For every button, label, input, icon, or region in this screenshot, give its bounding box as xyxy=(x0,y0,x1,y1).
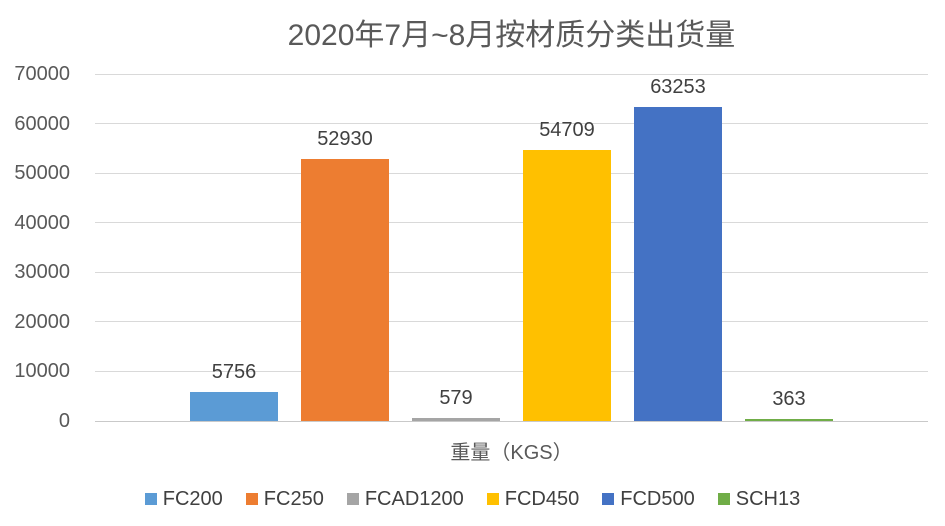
y-axis-tick-70000: 70000 xyxy=(14,63,70,85)
data-label-FCD450: 54709 xyxy=(539,119,595,141)
legend-item-FCAD1200: FCAD1200 xyxy=(346,487,464,511)
gridline-70000 xyxy=(95,73,928,75)
x-axis-title: 重量（KGS） xyxy=(450,442,573,464)
y-axis-tick-40000: 40000 xyxy=(14,211,70,234)
legend-item-FCD500: FCD500 xyxy=(602,487,695,511)
bar-FCAD1200 xyxy=(412,418,500,421)
legend-label-FCD500: FCD500 xyxy=(620,488,695,510)
legend-label-SCH13: SCH13 xyxy=(735,488,801,510)
bar-FCD500 xyxy=(634,107,722,421)
legend-label-FC200: FC200 xyxy=(162,488,223,510)
legend-item-SCH13: SCH13 xyxy=(717,487,801,511)
gridline-20000 xyxy=(95,321,928,323)
y-axis-tick-10000: 10000 xyxy=(14,360,70,383)
data-label-SCH13: 363 xyxy=(772,388,806,410)
legend-swatch-FC200 xyxy=(144,493,157,505)
y-axis: 0 10000 20000 30000 40000 50000 60000 70000 xyxy=(0,63,70,432)
legend-label-FCAD1200: FCAD1200 xyxy=(364,488,464,510)
data-label-FCD500: 63253 xyxy=(650,76,706,98)
gridline-40000 xyxy=(95,222,928,224)
y-axis-tick-20000: 20000 xyxy=(14,310,70,333)
y-axis-tick-60000: 60000 xyxy=(14,112,70,135)
legend-swatch-FCD450 xyxy=(486,493,499,505)
gridline-10000 xyxy=(95,370,928,372)
bar-FCD450 xyxy=(523,150,611,421)
bar-SCH13 xyxy=(745,419,833,421)
legend-swatch-FCD500 xyxy=(602,493,615,505)
y-axis-tick-0: 0 xyxy=(58,410,70,432)
chart-title: 2020年7月~8月按材质分类出货量 xyxy=(287,19,736,52)
legend-item-FC250: FC250 xyxy=(245,487,324,511)
bar-FC200 xyxy=(190,392,278,421)
legend-label-FC250: FC250 xyxy=(263,488,324,510)
gridline-50000 xyxy=(95,172,928,174)
legend: FC200 FC250 FCAD1200 FCD450 FCD500 SCH13 xyxy=(0,487,945,511)
gridline-0 xyxy=(95,420,928,422)
plot-area: 5756 52930 579 54709 63253 363 xyxy=(95,73,928,422)
legend-swatch-FC250 xyxy=(245,493,258,505)
legend-label-FCD450: FCD450 xyxy=(504,488,580,510)
gridline-60000 xyxy=(95,123,928,125)
legend-swatch-SCH13 xyxy=(717,493,730,505)
legend-item-FC200: FC200 xyxy=(144,487,223,511)
data-label-FC250: 52930 xyxy=(317,128,373,150)
data-label-FC200: 5756 xyxy=(211,361,257,383)
bar-FC250 xyxy=(301,159,389,421)
legend-item-FCD450: FCD450 xyxy=(486,487,580,511)
data-label-FCAD1200: 579 xyxy=(439,387,473,409)
y-axis-tick-50000: 50000 xyxy=(14,162,70,185)
y-axis-tick-30000: 30000 xyxy=(14,261,70,284)
gridline-30000 xyxy=(95,271,928,273)
legend-swatch-FCAD1200 xyxy=(346,493,359,505)
